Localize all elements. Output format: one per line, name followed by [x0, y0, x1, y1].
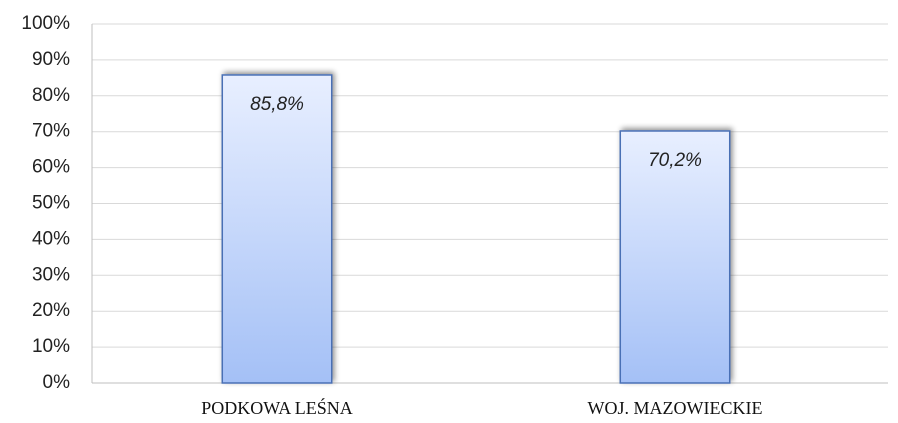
y-tick-label: 60%	[32, 157, 70, 178]
y-tick-label: 90%	[32, 49, 70, 70]
value-label: 70,2%	[648, 150, 702, 171]
y-tick-label: 0%	[43, 372, 71, 393]
y-tick-label: 50%	[32, 193, 70, 214]
y-tick-label: 20%	[32, 300, 70, 321]
y-tick-label: 10%	[32, 336, 70, 357]
x-tick-label: PODKOWA LEŚNA	[201, 397, 353, 418]
x-tick-label: WOJ. MAZOWIECKIE	[588, 398, 763, 418]
y-tick-label: 30%	[32, 264, 70, 285]
value-label: 85,8%	[250, 94, 304, 115]
bar	[619, 130, 731, 384]
y-tick-label: 100%	[21, 13, 70, 34]
bar	[221, 74, 333, 384]
y-tick-label: 80%	[32, 85, 70, 106]
y-tick-label: 70%	[32, 121, 70, 142]
y-tick-label: 40%	[32, 228, 70, 249]
